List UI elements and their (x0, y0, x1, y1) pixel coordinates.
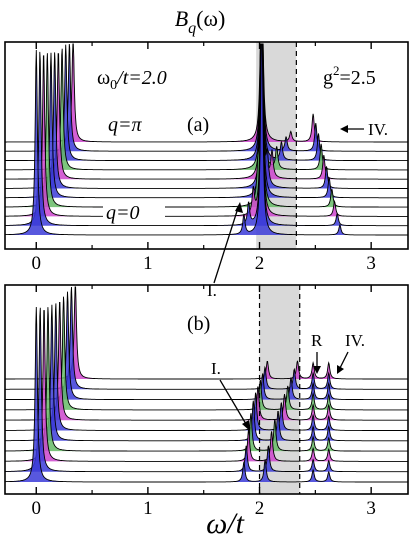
spectrum-curve-q10 (5, 43, 408, 143)
x-tick-label-3: 3 (366, 498, 376, 519)
panel-a-g-label: g2=2.5 (323, 63, 376, 89)
x-tick-label-3: 3 (366, 253, 376, 274)
spectrum-curve-q8 (5, 291, 408, 401)
panel-b-arrow-R-head (313, 366, 321, 374)
spectrum-curve-q8 (5, 43, 408, 162)
spectrum-fill-q2 (5, 310, 408, 462)
panel-a-arrow-I-head (235, 202, 243, 213)
panel-b-panel-label: (b) (187, 313, 210, 335)
spectrum-curve-q7 (5, 296, 408, 411)
panel-a: 0 1 2 3 ω0/t=2.0 g2=2.5 q=π (a) q=0 I. IV. (4, 41, 409, 300)
panel-b: 0 1 2 3 (b) I. R IV. (4, 284, 409, 519)
panel-b-curves (5, 286, 408, 483)
panel-a-curves (4, 43, 408, 236)
spectrum-curve-q0 (5, 306, 408, 483)
title-sub: q (188, 20, 196, 37)
panel-b-label-R: R (311, 331, 323, 350)
spectrum-curve-q5 (5, 303, 408, 431)
spectrum-curve-q4 (5, 43, 408, 199)
spectrum-curve-q4 (5, 304, 408, 442)
panel-b-frame (4, 284, 409, 495)
panel-a-omega-label: ω0/t=2.0 (97, 67, 167, 93)
panel-a-q-zero-bg (103, 201, 165, 223)
title-arg: (ω) (196, 6, 225, 31)
panel-a-arrow-IV-head (340, 125, 348, 133)
panel-a-ticks: 0 1 2 3 (32, 42, 376, 274)
spectrum-curve-q6 (5, 302, 408, 421)
spectrum-curve-q1 (5, 43, 408, 227)
panel-a-q-zero-label: q=0 (106, 202, 140, 224)
panel-a-frame (4, 41, 409, 250)
x-tick-label-0: 0 (32, 253, 42, 274)
spectrum-curve-q7 (5, 43, 408, 171)
panel-b-arrow-IV-head (337, 365, 344, 374)
panel-a-panel-label: (a) (187, 114, 209, 136)
panel-b-arrow-I (219, 379, 247, 425)
spectrum-curve-q9 (5, 43, 408, 152)
x-tick-label-1: 1 (143, 253, 153, 274)
spectrum-curve-q9 (5, 286, 408, 390)
spectrum-curve-q3 (5, 307, 408, 452)
x-axis-label: ω/t (206, 507, 245, 537)
panel-b-label-IV: IV. (345, 331, 365, 350)
panel-b-arrow-IV (339, 351, 349, 369)
x-tick-label-2: 2 (255, 253, 265, 274)
panel-b-arrow-I-head (242, 420, 250, 431)
panel-a-arrow-I (213, 207, 239, 284)
panel-b-label-I: I. (211, 359, 221, 378)
figure-title: Bq(ω) (175, 6, 226, 37)
title-main: B (175, 6, 188, 31)
x-tick-label-2: 2 (255, 498, 265, 519)
spectrum-curve-q2 (5, 43, 408, 217)
panel-a-label-I: I. (207, 281, 217, 300)
spectrum-curve-q6 (5, 43, 408, 180)
spectrum-curve-q3 (5, 43, 408, 208)
spectrum-curve-q2 (5, 310, 408, 462)
x-tick-label-0: 0 (32, 498, 42, 519)
spectrum-curve-q5 (5, 43, 408, 189)
x-tick-label-1: 1 (143, 498, 153, 519)
panel-b-ticks: 0 1 2 3 (32, 285, 376, 519)
panel-a-label-IV: IV. (368, 120, 388, 139)
panel-a-q-pi-label: q=π (108, 114, 142, 136)
spectrum-fill-q2 (5, 44, 408, 217)
spectrum-curve-q0 (4, 43, 408, 236)
spectrum-curve-q1 (5, 307, 408, 473)
